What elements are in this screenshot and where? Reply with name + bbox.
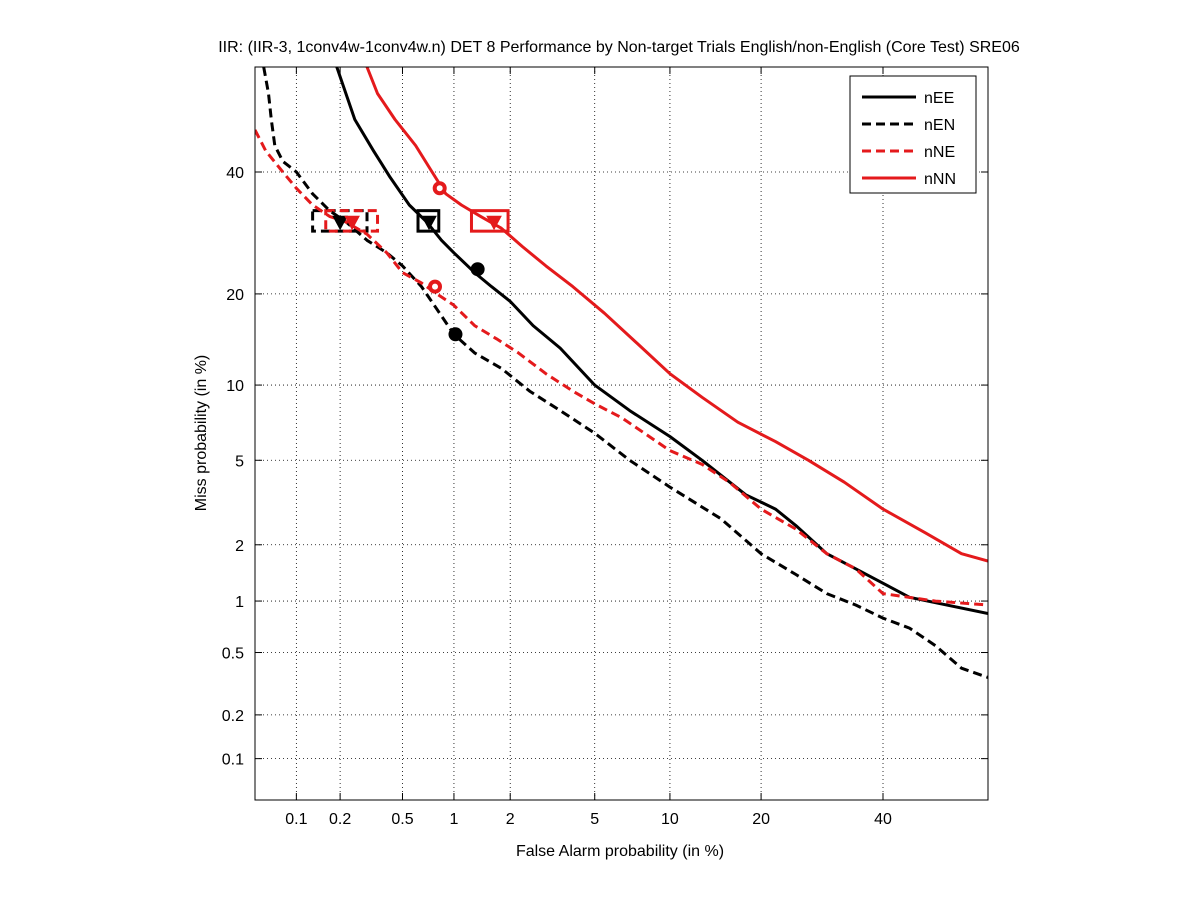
x-tick-label: 0.2 [329, 811, 351, 828]
legend-label-nNN: nNN [924, 171, 956, 188]
confidence-box-nNN [469, 209, 510, 233]
actual-dcf-marker-nNN [486, 215, 502, 231]
series-line-nNN [365, 67, 988, 563]
y-tick-label: 40 [226, 165, 244, 182]
det-curves [255, 67, 988, 679]
x-tick-label: 1 [449, 811, 458, 828]
legend: nEE nEN nNE nNN [849, 75, 977, 194]
y-tick-label: 0.5 [222, 646, 244, 663]
series-line-nEE [335, 67, 988, 615]
confidence-box-nEE [416, 209, 441, 233]
x-tick-label: 0.5 [391, 811, 413, 828]
x-tick-label: 10 [661, 811, 679, 828]
min-dcf-marker-center-nNN [436, 185, 443, 192]
y-tick-label: 0.1 [222, 752, 244, 769]
x-tick-label: 20 [752, 811, 770, 828]
actual-dcf-marker-nNE [344, 215, 360, 231]
y-tick-label: 0.2 [222, 708, 244, 725]
chart-title: IIR: (IIR-3, 1conv4w-1conv4w.n) DET 8 Pe… [218, 39, 1020, 56]
legend-box [849, 75, 977, 194]
min-dcf-marker-nEN [448, 327, 463, 342]
series-line-nNE [255, 129, 988, 607]
x-tick-label: 5 [590, 811, 599, 828]
legend-label-nEN: nEN [924, 117, 955, 134]
x-axis-label: False Alarm probability (in %) [516, 843, 724, 860]
confidence-boxes [311, 209, 510, 233]
x-axis-ticks: 0.1 0.2 0.5 1 2 5 10 20 40 [285, 67, 892, 828]
y-tick-label: 10 [226, 378, 244, 395]
y-axis-ticks: 0.1 0.2 0.5 1 2 5 10 20 40 [222, 165, 988, 769]
actual-dcf-marker-nEN [332, 215, 348, 231]
confidence-box-nNE [324, 209, 380, 233]
actual-dcf-marker-nEE [421, 215, 437, 231]
min-dcf-marker-nEE [470, 262, 485, 277]
y-tick-label: 20 [226, 287, 244, 304]
legend-label-nEE: nEE [924, 90, 954, 107]
plot-frame [254, 66, 989, 801]
y-tick-label: 1 [235, 594, 244, 611]
legend-label-nNE: nNE [924, 144, 955, 161]
y-axis-label: Miss probability (in %) [193, 355, 210, 511]
series-line-nEN [262, 67, 988, 679]
operating-point-markers [332, 181, 502, 342]
y-tick-label: 2 [235, 538, 244, 555]
x-tick-label: 40 [874, 811, 892, 828]
confidence-box-nEN [311, 209, 369, 233]
x-tick-label: 0.1 [285, 811, 307, 828]
min-dcf-marker-center-nNE [432, 283, 439, 290]
x-tick-label: 2 [506, 811, 515, 828]
y-tick-label: 5 [235, 453, 244, 470]
